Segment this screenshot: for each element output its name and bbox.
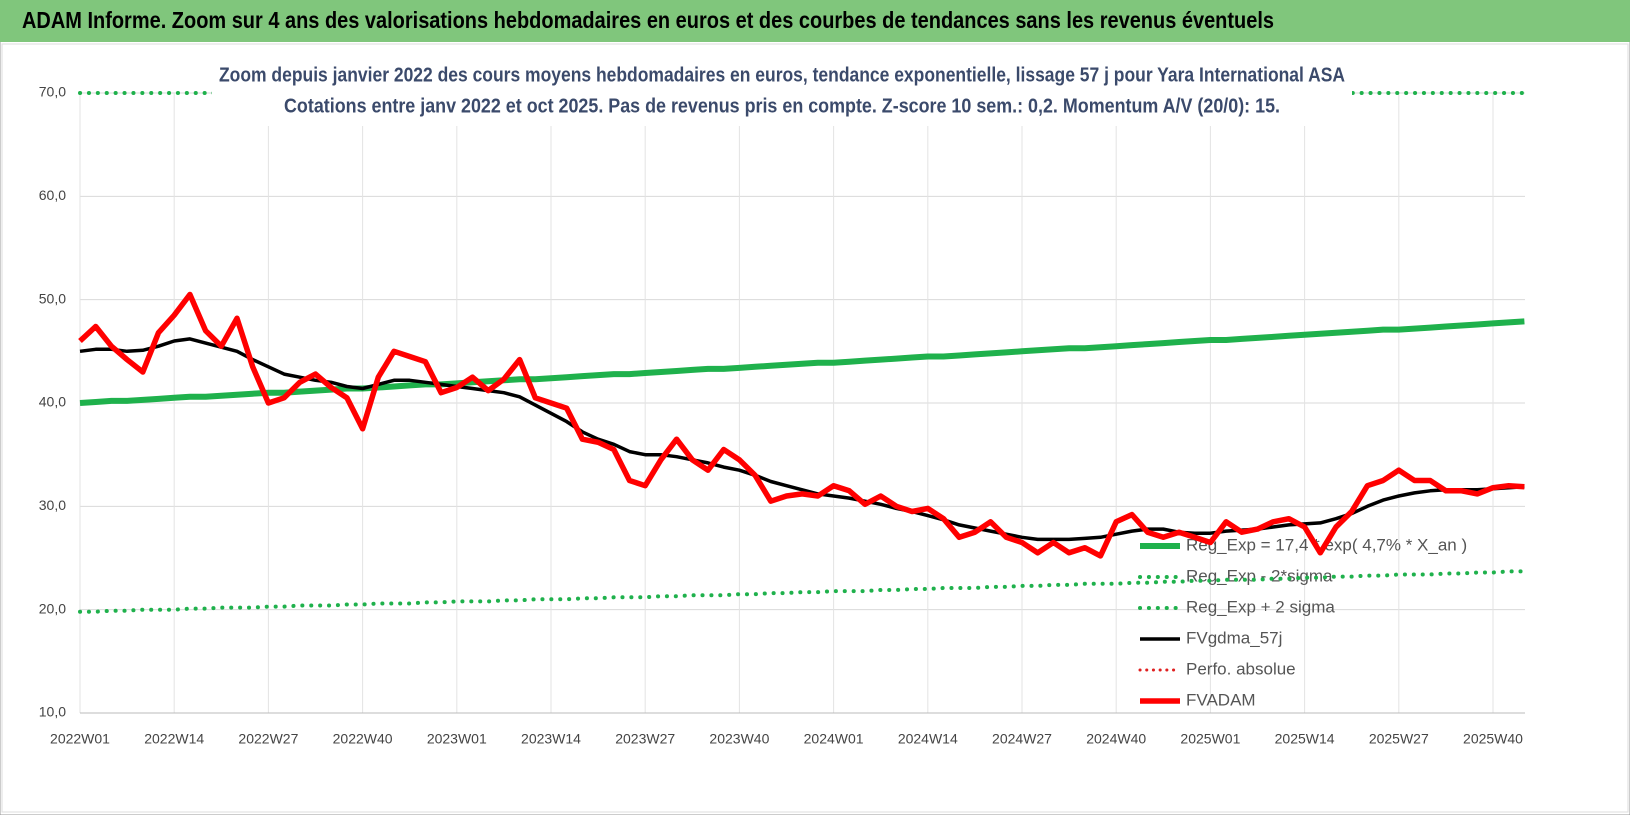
- x-tick-label: 2024W40: [1086, 731, 1146, 747]
- x-tick-label: 2022W27: [238, 731, 298, 747]
- x-tick-label: 2022W14: [144, 731, 204, 747]
- x-tick-label: 2024W01: [804, 731, 864, 747]
- x-tick-label: 2023W01: [427, 731, 487, 747]
- y-tick-label: 20,0: [39, 600, 66, 616]
- x-tick-label: 2023W40: [709, 731, 769, 747]
- y-tick-label: 40,0: [39, 394, 66, 410]
- y-tick-label: 10,0: [39, 704, 66, 720]
- chart-frame: [1, 43, 1629, 813]
- title-box: [212, 60, 1352, 126]
- header-bar: [0, 0, 1630, 42]
- header-title: ADAM Informe. Zoom sur 4 ans des valoris…: [22, 7, 1274, 33]
- legend-label: Perfo. absolue: [1186, 659, 1296, 678]
- y-tick-label: 30,0: [39, 497, 66, 513]
- series-line: [79, 318, 1525, 406]
- x-tick-label: 2023W27: [615, 731, 675, 747]
- series-line: [78, 569, 1527, 614]
- x-tick-label: 2022W01: [50, 731, 110, 747]
- series-line: [78, 291, 1525, 559]
- legend-label: Reg_Exp + 2 sigma: [1186, 597, 1335, 616]
- y-tick-label: 50,0: [39, 290, 66, 306]
- chart-title: Zoom depuis janvier 2022 des cours moyen…: [219, 64, 1345, 86]
- y-tick-label: 60,0: [39, 187, 66, 203]
- x-tick-label: 2025W14: [1275, 731, 1335, 747]
- x-tick-label: 2025W40: [1463, 731, 1523, 747]
- x-tick-label: 2023W14: [521, 731, 581, 747]
- chart-subtitle: Cotations entre janv 2022 et oct 2025. P…: [284, 95, 1280, 117]
- legend-label: FVADAM: [1186, 690, 1256, 709]
- x-tick-label: 2022W40: [333, 731, 393, 747]
- legend-label: Reg_Exp - 2*sigma: [1186, 566, 1333, 585]
- legend-label: FVgdma_57j: [1186, 628, 1282, 647]
- x-tick-label: 2024W14: [898, 731, 958, 747]
- x-tick-label: 2025W27: [1369, 731, 1429, 747]
- x-tick-label: 2024W27: [992, 731, 1052, 747]
- y-tick-label: 70,0: [39, 84, 66, 100]
- x-tick-label: 2025W01: [1180, 731, 1240, 747]
